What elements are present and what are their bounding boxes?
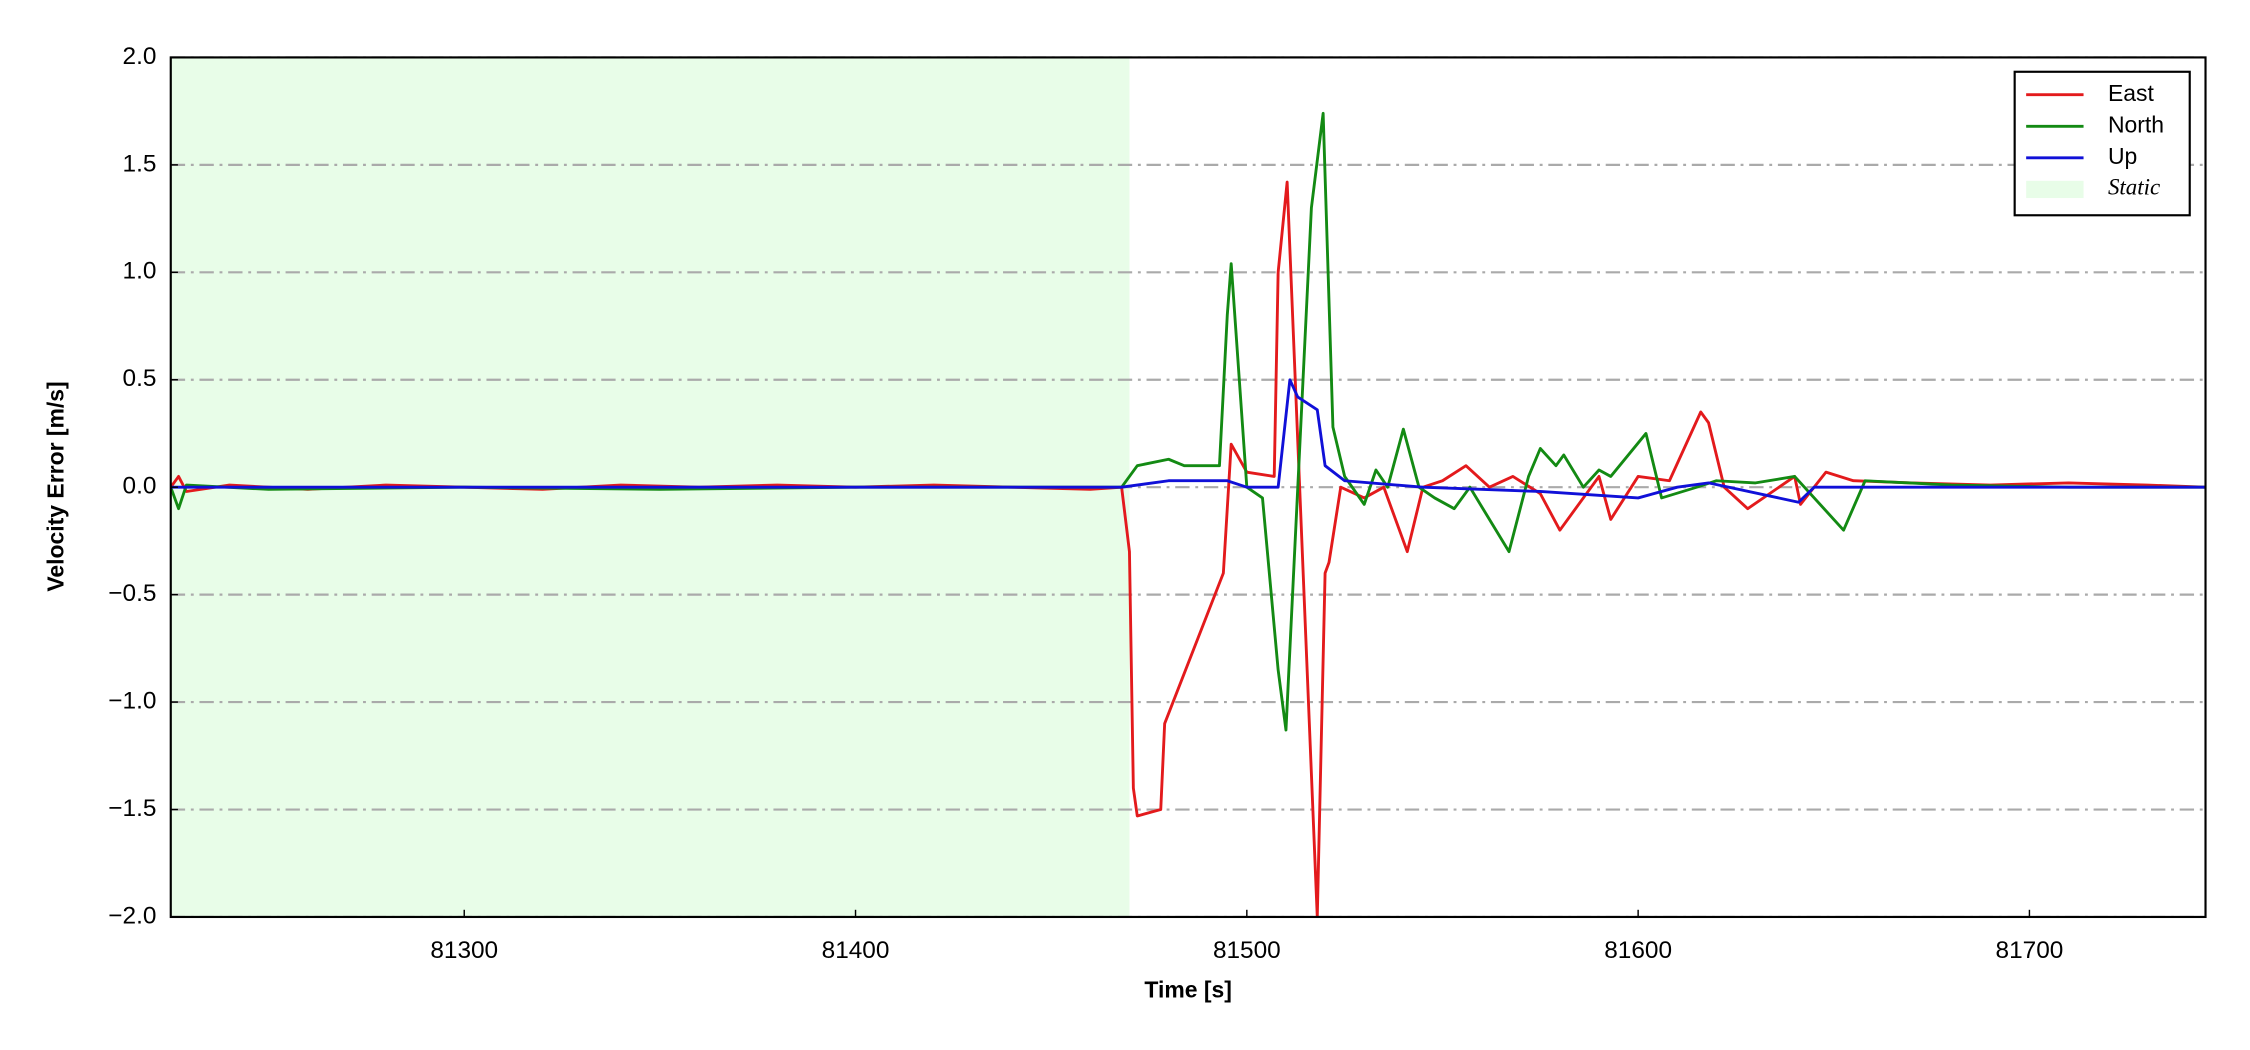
- legend-swatch: [2026, 180, 2084, 199]
- series-line: [170, 378, 2206, 504]
- x-tick-label: 81500: [1213, 937, 1281, 964]
- x-tick-label: 81400: [822, 937, 890, 964]
- y-tick-label: −1.5: [108, 795, 156, 822]
- axes: −2.0 −1.5 −1.0 −0.5 0.0 0.5 1.0 1.5 2.0 81300 8140…: [108, 43, 2063, 964]
- y-tick-label: −1.0: [108, 688, 156, 715]
- legend-label: Up: [2108, 143, 2137, 169]
- y-tick-label: −2.0: [108, 902, 156, 929]
- legend-label: Static: [2108, 175, 2160, 200]
- y-tick-label: 0.5: [123, 365, 157, 392]
- y-tick-label: 1.0: [123, 258, 157, 285]
- y-tick-label: 2.0: [123, 43, 157, 70]
- legend-label: North: [2108, 111, 2164, 137]
- x-tick-label: 81300: [430, 937, 498, 964]
- legend: East North Up Static: [2013, 70, 2191, 217]
- y-axis-label: Velocity Error [m/s]: [42, 381, 68, 591]
- x-tick-label: 81600: [1604, 937, 1672, 964]
- lines: [170, 111, 2206, 917]
- x-tick-label: 81700: [1996, 937, 2064, 964]
- x-axis-label: Time [s]: [1144, 977, 1232, 1003]
- series-line: [170, 111, 2206, 732]
- y-tick-label: −0.5: [108, 580, 156, 607]
- y-tick-label: 1.5: [123, 150, 157, 177]
- y-tick-label: 0.0: [123, 473, 157, 500]
- legend-label: East: [2108, 80, 2155, 106]
